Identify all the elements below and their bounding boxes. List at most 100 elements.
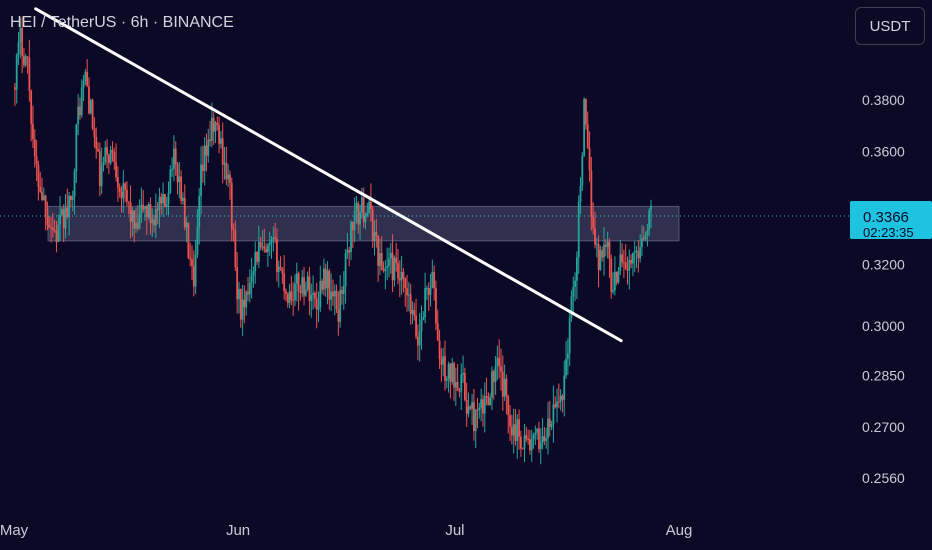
- candle: [400, 255, 403, 295]
- candle: [556, 388, 558, 423]
- candle: [330, 273, 333, 312]
- candle: [547, 402, 549, 455]
- candle: [129, 185, 132, 239]
- candle: [530, 429, 533, 462]
- candle: [285, 288, 287, 302]
- candle: [404, 277, 407, 307]
- candle: [326, 261, 329, 305]
- candle: [39, 171, 42, 194]
- candle: [525, 426, 528, 443]
- candle: [86, 59, 89, 88]
- candle: [185, 216, 188, 243]
- candle: [245, 290, 248, 316]
- candle: [259, 236, 262, 251]
- candle: [586, 111, 589, 149]
- candle: [532, 432, 535, 449]
- candle: [644, 231, 647, 242]
- candle: [650, 199, 652, 228]
- candle: [147, 202, 150, 220]
- candle: [236, 252, 239, 314]
- candle: [467, 392, 470, 418]
- candle: [585, 98, 587, 130]
- candle: [198, 188, 201, 245]
- candle: [44, 194, 47, 231]
- candle: [538, 421, 540, 453]
- candle: [409, 283, 412, 325]
- candle: [62, 204, 65, 242]
- candle: [576, 251, 578, 299]
- candle: [604, 239, 607, 257]
- candle: [507, 394, 510, 434]
- candle: [561, 394, 564, 413]
- candle: [628, 249, 631, 290]
- candle: [384, 260, 387, 290]
- candle: [646, 223, 649, 247]
- candle: [577, 195, 580, 274]
- candle: [227, 163, 230, 187]
- candle: [167, 181, 170, 216]
- candle: [388, 247, 390, 278]
- candle: [64, 194, 67, 239]
- candle: [28, 39, 31, 102]
- trendline[interactable]: [34, 7, 623, 343]
- candle: [359, 204, 361, 241]
- candle: [460, 363, 463, 410]
- candle: [102, 156, 105, 172]
- candle: [516, 413, 519, 459]
- candle: [641, 224, 643, 256]
- candle: [440, 348, 443, 382]
- candle: [53, 219, 56, 233]
- candle: [458, 387, 461, 398]
- candle: [194, 239, 197, 294]
- candle: [648, 208, 651, 237]
- price-badge: [850, 201, 932, 240]
- candle: [483, 382, 486, 433]
- candle: [220, 130, 222, 149]
- candle: [279, 256, 282, 271]
- candle: [214, 121, 217, 144]
- candle: [268, 231, 271, 256]
- candle: [283, 255, 286, 300]
- candle: [135, 207, 137, 234]
- candle: [375, 218, 378, 248]
- candle: [563, 360, 566, 417]
- candle: [487, 392, 490, 406]
- candle: [142, 190, 145, 213]
- candle: [169, 165, 172, 194]
- candle: [342, 271, 345, 310]
- candle: [433, 265, 436, 301]
- candle: [252, 266, 255, 288]
- candle: [239, 288, 242, 328]
- quote-currency-button[interactable]: USDT: [855, 7, 925, 45]
- candle: [312, 275, 314, 310]
- candle: [82, 74, 85, 102]
- candle: [115, 143, 117, 182]
- candle: [389, 242, 392, 274]
- candle: [306, 271, 309, 292]
- candle: [592, 202, 595, 235]
- candle: [478, 402, 481, 419]
- candle: [207, 128, 210, 163]
- candle: [445, 375, 448, 389]
- x-tick-label: Jul: [445, 522, 464, 539]
- candle: [32, 105, 34, 149]
- candle: [474, 408, 477, 449]
- candle: [496, 345, 499, 380]
- candle: [117, 166, 119, 203]
- candle: [118, 183, 121, 198]
- candle: [557, 383, 560, 409]
- candle: [341, 286, 343, 305]
- candles-layer: [0, 16, 850, 465]
- candle: [608, 238, 611, 278]
- candle: [398, 260, 401, 298]
- candle: [100, 147, 103, 195]
- candle: [613, 256, 616, 296]
- candle: [344, 249, 347, 304]
- candle: [109, 145, 112, 165]
- candle: [588, 131, 591, 182]
- candle: [95, 127, 98, 159]
- candle: [151, 208, 154, 238]
- trendline-layer: [34, 7, 623, 343]
